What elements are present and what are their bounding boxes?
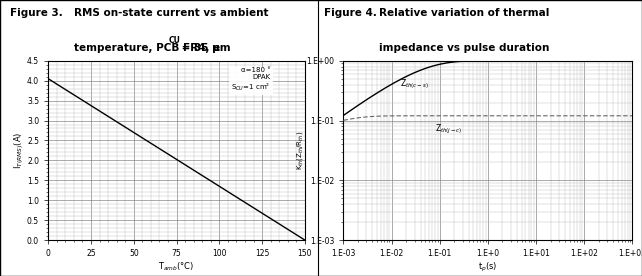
Text: RMS on-state current vs ambient: RMS on-state current vs ambient <box>74 8 268 18</box>
Text: impedance vs pulse duration: impedance vs pulse duration <box>379 43 549 53</box>
Text: = 35 μm: = 35 μm <box>178 43 231 53</box>
Y-axis label: K$_{th}$(Z$_{th}$/R$_{th}$): K$_{th}$(Z$_{th}$/R$_{th}$) <box>295 131 305 170</box>
X-axis label: T$_{amb}$(°C): T$_{amb}$(°C) <box>159 261 195 274</box>
Text: temperature, PCB FR4, e: temperature, PCB FR4, e <box>74 43 220 53</box>
Text: α=180 °
DPAK
S$_{CU}$=1 cm²: α=180 ° DPAK S$_{CU}$=1 cm² <box>231 67 271 92</box>
X-axis label: t$_p$(s): t$_p$(s) <box>478 261 498 274</box>
Text: Z$_{th(j-c)}$: Z$_{th(j-c)}$ <box>435 123 463 136</box>
Y-axis label: I$_{T(RMS)}$(A): I$_{T(RMS)}$(A) <box>12 132 26 169</box>
Text: Relative variation of thermal: Relative variation of thermal <box>379 8 549 18</box>
Text: CU: CU <box>169 36 180 45</box>
Text: Z$_{th(c-s)}$: Z$_{th(c-s)}$ <box>400 78 429 91</box>
Text: Figure 3.: Figure 3. <box>10 8 62 18</box>
Text: Figure 4.: Figure 4. <box>324 8 377 18</box>
